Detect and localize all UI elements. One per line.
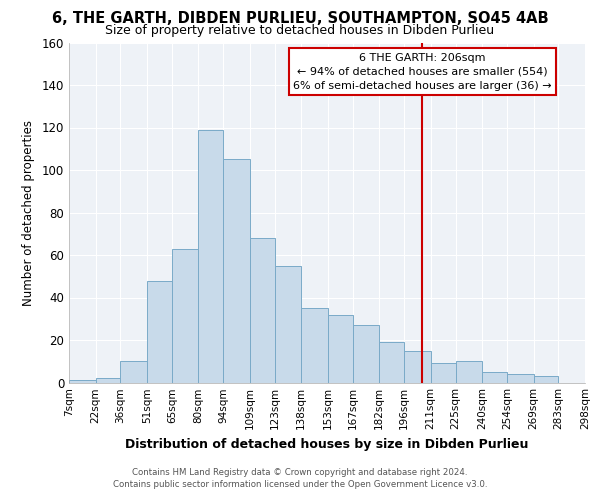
Bar: [223, 160, 250, 382]
Bar: [533, 376, 559, 382]
Bar: [353, 325, 379, 382]
Bar: [455, 361, 482, 382]
Text: 6 THE GARTH: 206sqm
← 94% of detached houses are smaller (554)
6% of semi-detach: 6 THE GARTH: 206sqm ← 94% of detached ho…: [293, 52, 552, 90]
Bar: [507, 374, 533, 382]
Bar: [379, 342, 404, 382]
X-axis label: Distribution of detached houses by size in Dibden Purlieu: Distribution of detached houses by size …: [125, 438, 529, 451]
Bar: [172, 248, 199, 382]
Text: 6, THE GARTH, DIBDEN PURLIEU, SOUTHAMPTON, SO45 4AB: 6, THE GARTH, DIBDEN PURLIEU, SOUTHAMPTO…: [52, 11, 548, 26]
Bar: [69, 380, 95, 382]
Bar: [275, 266, 301, 382]
Bar: [147, 280, 172, 382]
Y-axis label: Number of detached properties: Number of detached properties: [22, 120, 35, 306]
Bar: [199, 130, 223, 382]
Text: Contains HM Land Registry data © Crown copyright and database right 2024.
Contai: Contains HM Land Registry data © Crown c…: [113, 468, 487, 489]
Bar: [95, 378, 121, 382]
Bar: [404, 350, 431, 382]
Bar: [301, 308, 328, 382]
Text: Size of property relative to detached houses in Dibden Purlieu: Size of property relative to detached ho…: [106, 24, 494, 37]
Bar: [431, 364, 455, 382]
Bar: [250, 238, 275, 382]
Bar: [121, 361, 147, 382]
Bar: [482, 372, 507, 382]
Bar: [328, 314, 353, 382]
